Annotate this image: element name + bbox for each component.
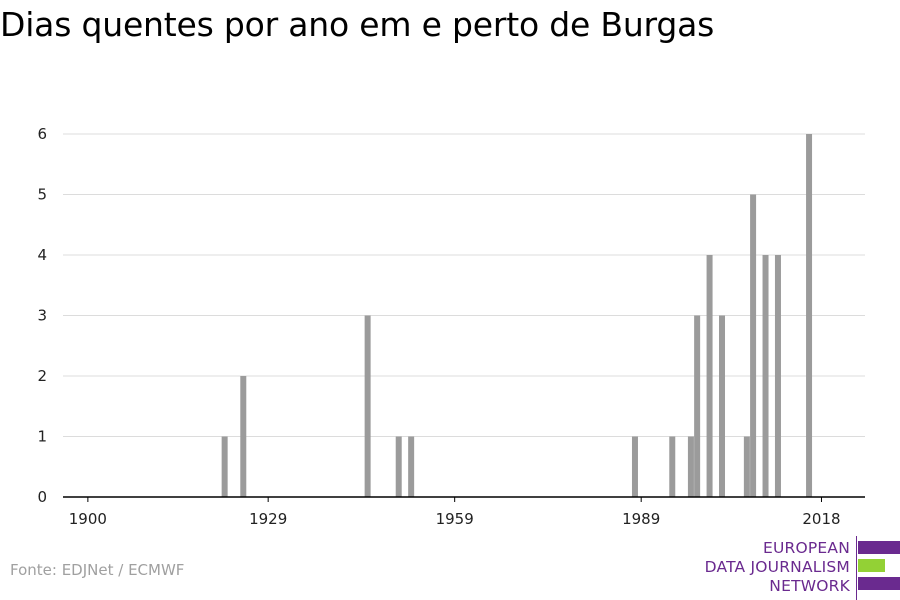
bar	[669, 436, 676, 497]
y-tick-label: 1	[37, 428, 47, 446]
y-tick-label: 5	[37, 186, 47, 204]
edjnet-logo: EUROPEAN DATA JOURNALISM NETWORK	[700, 536, 900, 600]
bar	[395, 436, 402, 497]
bar	[408, 436, 415, 497]
bar	[750, 194, 757, 497]
source-note: Fonte: EDJNet / ECMWF	[10, 561, 185, 579]
bar	[221, 436, 228, 497]
x-axis-labels: 1900 1929 1959 1989 2018	[69, 510, 841, 528]
y-tick-label: 2	[37, 367, 47, 385]
y-tick-label: 3	[37, 307, 47, 325]
logo-text: EUROPEAN DATA JOURNALISM NETWORK	[705, 539, 850, 596]
bar	[762, 255, 769, 497]
x-tick-label: 1989	[622, 510, 660, 528]
logo-line-2: DATA JOURNALISM	[704, 558, 850, 576]
x-tick-label: 1959	[436, 510, 474, 528]
logo-bar-bottom	[858, 577, 900, 590]
y-tick-label: 0	[37, 488, 47, 506]
bar	[774, 255, 781, 497]
y-tick-label: 6	[37, 125, 47, 143]
y-axis-labels: 0 1 2 3 4 5 6	[37, 125, 47, 506]
logo-bar-top	[858, 541, 900, 554]
y-tick-label: 4	[37, 246, 47, 264]
bars	[221, 134, 813, 497]
bar	[694, 315, 701, 497]
bar	[719, 315, 726, 497]
bar	[364, 315, 371, 497]
logo-divider	[856, 536, 857, 600]
bar	[806, 134, 813, 497]
bar	[687, 436, 694, 497]
logo-line-3: NETWORK	[769, 577, 850, 595]
chart-title: Dias quentes por ano em e perto de Burga…	[0, 5, 715, 44]
axes	[63, 496, 865, 502]
gridlines	[63, 133, 865, 437]
bar	[743, 436, 750, 497]
bar	[706, 255, 713, 497]
logo-bar-middle	[858, 559, 885, 572]
bar	[631, 436, 638, 497]
x-tick-label: 2018	[802, 510, 840, 528]
bar	[240, 376, 247, 497]
x-tick-label: 1900	[69, 510, 107, 528]
x-tick-label: 1929	[249, 510, 287, 528]
logo-line-1: EUROPEAN	[762, 539, 850, 557]
